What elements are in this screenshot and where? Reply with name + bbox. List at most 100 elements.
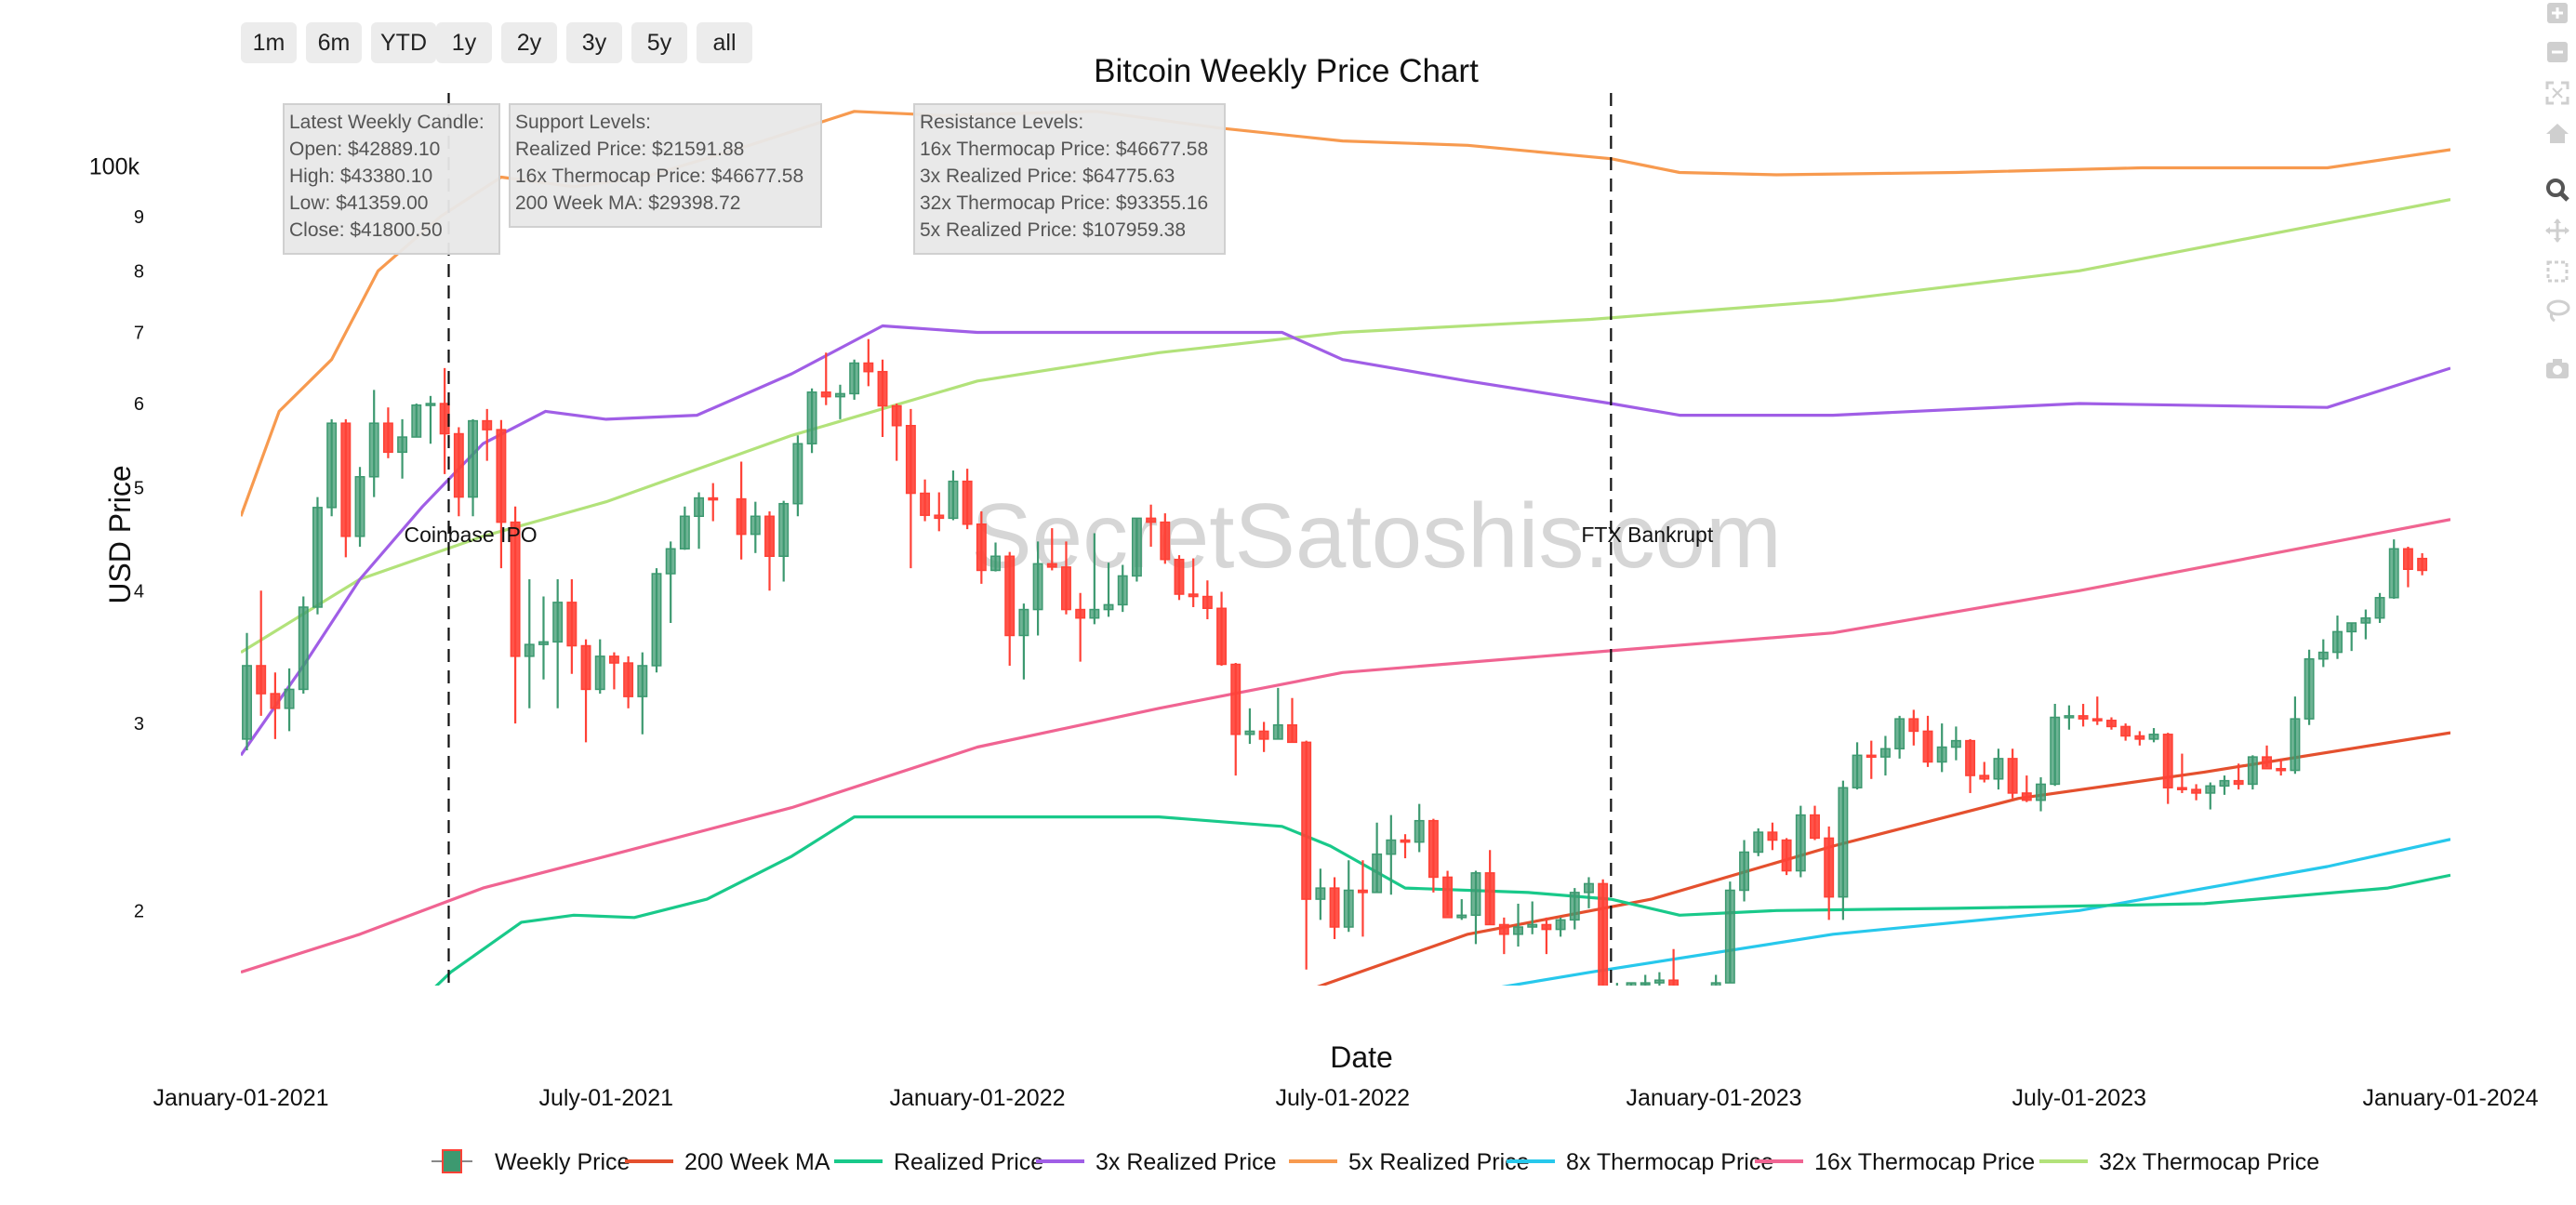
candlestick[interactable] [1470, 870, 1481, 945]
candlestick[interactable] [792, 435, 803, 517]
candlestick[interactable] [524, 579, 535, 708]
series-line-realized[interactable] [332, 815, 2450, 1110]
candlestick[interactable] [1244, 708, 1255, 745]
candlestick[interactable] [2205, 782, 2216, 810]
candlestick[interactable] [1216, 591, 1228, 666]
pan-icon[interactable] [2544, 218, 2570, 244]
candlestick[interactable] [1456, 899, 1467, 920]
candlestick[interactable] [820, 352, 831, 405]
candlestick[interactable] [566, 579, 578, 674]
candlestick[interactable] [1414, 803, 1425, 853]
series-line-thermo8x[interactable] [606, 838, 2450, 1205]
range-button-5y[interactable]: 5y [631, 22, 687, 63]
candlestick[interactable] [1936, 723, 1947, 773]
candlestick[interactable] [2317, 639, 2329, 668]
zoom-out-icon[interactable] [2544, 39, 2570, 65]
candlestick[interactable] [651, 568, 662, 673]
candlestick[interactable] [1922, 715, 1933, 767]
candlestick[interactable] [1188, 558, 1199, 607]
candlestick[interactable] [2021, 775, 2032, 802]
candlestick[interactable] [708, 483, 719, 522]
camera-icon[interactable] [2544, 355, 2570, 381]
candlestick[interactable] [1626, 982, 1637, 1028]
candlestick[interactable] [623, 655, 634, 708]
candlestick[interactable] [1484, 850, 1495, 926]
candlestick[interactable] [468, 418, 478, 517]
candlestick[interactable] [1329, 877, 1340, 940]
legend-item-realized3x[interactable]: 3x Realized Price [1036, 1149, 1277, 1175]
candlestick[interactable] [806, 388, 817, 454]
candlestick[interactable] [340, 418, 352, 558]
candlestick[interactable] [849, 359, 860, 400]
candlestick[interactable] [962, 469, 973, 530]
candlestick[interactable] [1046, 528, 1057, 571]
candlestick[interactable] [1160, 513, 1171, 564]
candlestick[interactable] [1174, 555, 1185, 601]
candlestick[interactable] [1202, 580, 1213, 620]
candlestick[interactable] [425, 395, 436, 444]
candlestick[interactable] [2162, 733, 2173, 804]
candlestick[interactable] [298, 596, 309, 695]
candlestick[interactable] [1838, 780, 1849, 920]
candlestick[interactable] [2388, 539, 2399, 600]
range-button-all[interactable]: all [697, 22, 752, 63]
candlestick[interactable] [1753, 828, 1764, 856]
range-button-2y[interactable]: 2y [501, 22, 557, 63]
range-button-ytd[interactable]: YTD [371, 22, 436, 63]
candlestick[interactable] [764, 510, 775, 591]
zoom-in-icon[interactable] [2544, 0, 2570, 26]
candlestick[interactable] [580, 639, 591, 743]
candlestick[interactable] [877, 359, 888, 438]
candlestick[interactable] [1427, 818, 1439, 893]
candlestick[interactable] [948, 470, 959, 521]
series-line-thermo16x[interactable] [241, 518, 2450, 974]
candlestick[interactable] [863, 338, 874, 387]
candlestick[interactable] [2276, 758, 2287, 776]
candlestick[interactable] [453, 427, 464, 517]
candlestick[interactable] [1357, 860, 1368, 937]
candlestick[interactable] [1018, 603, 1029, 680]
candlestick[interactable] [1075, 592, 1086, 662]
candlestick[interactable] [934, 492, 945, 532]
candlestick[interactable] [1061, 541, 1071, 615]
candlestick[interactable] [1668, 948, 1680, 1000]
candlestick[interactable] [1710, 974, 1721, 999]
candlestick[interactable] [834, 384, 845, 419]
candlestick[interactable] [1498, 917, 1509, 955]
candlestick[interactable] [1513, 903, 1523, 947]
candlestick[interactable] [382, 407, 393, 458]
candlestick[interactable] [1584, 877, 1594, 908]
lasso-select-icon[interactable] [2544, 298, 2570, 324]
candlestick[interactable] [1866, 740, 1877, 779]
legend-item-realized5x[interactable]: 5x Realized Price [1289, 1149, 1530, 1175]
candlestick[interactable] [1739, 840, 1750, 902]
candlestick[interactable] [510, 506, 521, 724]
candlestick[interactable] [1795, 805, 1806, 878]
candlestick[interactable] [1569, 888, 1580, 930]
candlestick[interactable] [2304, 649, 2315, 725]
legend-item-realized[interactable]: Realized Price [834, 1149, 1043, 1175]
candlestick[interactable] [2134, 731, 2145, 746]
range-button-1m[interactable]: 1m [241, 22, 297, 63]
candlestick[interactable] [1315, 868, 1326, 920]
legend-item-thermo32x[interactable]: 32x Thermocap Price [2039, 1149, 2319, 1175]
candlestick[interactable] [1993, 748, 2004, 790]
candlestick[interactable] [2346, 622, 2357, 652]
candlestick[interactable] [1724, 881, 1735, 984]
candlestick[interactable] [1089, 533, 1100, 625]
candlestick[interactable] [1103, 563, 1114, 617]
candlestick[interactable] [2374, 592, 2385, 623]
zoom-icon[interactable] [2544, 177, 2570, 203]
candlestick[interactable] [1640, 974, 1651, 1004]
candlestick[interactable] [552, 579, 564, 708]
candlestick[interactable] [2233, 763, 2244, 790]
candlestick[interactable] [2120, 723, 2131, 741]
candlestick[interactable] [354, 467, 365, 547]
candlestick[interactable] [1767, 822, 1778, 851]
reset-axes-icon[interactable] [2544, 121, 2570, 147]
candlestick[interactable] [2036, 776, 2046, 812]
candlestick[interactable] [312, 497, 323, 615]
series-line-realized3x[interactable] [241, 324, 2450, 757]
candlestick[interactable] [2191, 784, 2202, 801]
